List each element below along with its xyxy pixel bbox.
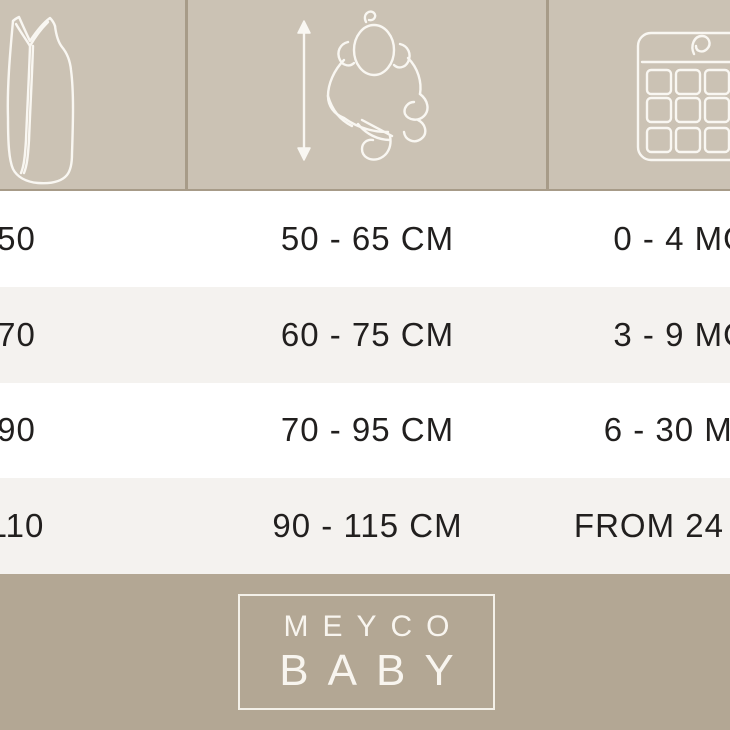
height-value: 60 - 75 CM xyxy=(280,315,455,353)
table-row: 70 60 - 75 CM 3 - 9 MONTHS xyxy=(0,286,730,383)
age-value: 6 - 30 MONTHS xyxy=(603,411,730,449)
height-value: 50 - 65 CM xyxy=(280,219,455,257)
table-header xyxy=(0,0,730,191)
header-divider-line xyxy=(0,189,730,191)
age-value: 3 - 9 MONTHS xyxy=(613,315,730,353)
brand-logo: MEYCO BABY xyxy=(238,594,495,710)
height-value: 70 - 95 CM xyxy=(280,411,455,449)
age-value: 0 - 4 MONTHS xyxy=(613,219,730,257)
size-value: 70 xyxy=(0,315,36,353)
calendar-icon xyxy=(636,26,730,166)
sleeping-bag-icon xyxy=(2,8,80,186)
table-row: 90 70 - 95 CM 6 - 30 MONTHS xyxy=(0,382,730,479)
brand-name-meyco: MEYCO xyxy=(283,609,464,643)
size-value: 90 xyxy=(0,411,36,449)
footer: MEYCO BABY xyxy=(0,574,730,730)
size-value: 50 xyxy=(0,219,36,257)
age-value: FROM 24 MONTHS xyxy=(573,507,730,545)
size-value: 110 xyxy=(0,507,45,545)
table-row: 50 50 - 65 CM 0 - 4 MONTHS xyxy=(0,191,730,287)
height-value: 90 - 115 CM xyxy=(272,507,463,545)
brand-name-baby: BABY xyxy=(279,645,473,695)
baby-height-icon xyxy=(288,8,448,168)
size-table-rows: 50 50 - 65 CM 0 - 4 MONTHS 70 60 - 75 CM… xyxy=(0,191,730,574)
table-row: 110 90 - 115 CM FROM 24 MONTHS xyxy=(0,478,730,574)
